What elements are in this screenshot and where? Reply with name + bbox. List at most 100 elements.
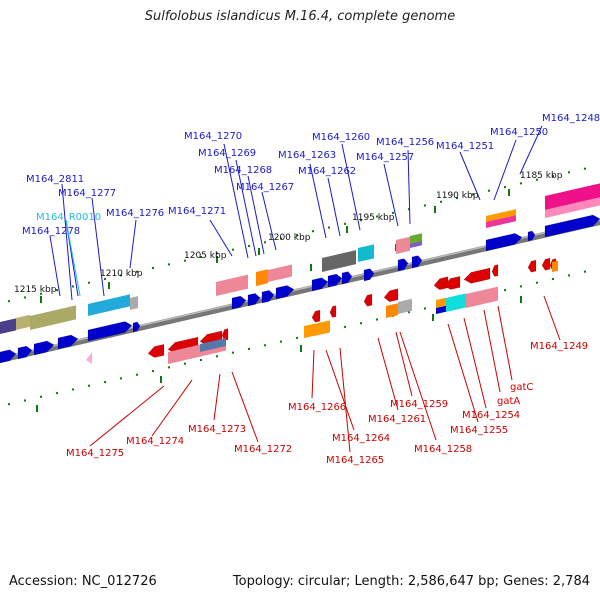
leader-line xyxy=(151,379,193,437)
scale-dot xyxy=(168,263,170,266)
scale-dot xyxy=(120,377,122,380)
gene-label: M164_1273 xyxy=(188,424,246,435)
scale-tick xyxy=(36,405,38,412)
gene-label: M164_1264 xyxy=(332,433,390,444)
scale-dot xyxy=(344,325,346,328)
scale-dot xyxy=(520,285,522,288)
scale-dot xyxy=(504,186,506,189)
leader-line xyxy=(519,125,543,175)
scale-dot xyxy=(72,388,74,391)
scale-dot xyxy=(424,307,426,310)
scale-dot xyxy=(264,241,266,244)
scale-dot xyxy=(8,403,10,406)
scale-dot xyxy=(280,237,282,240)
scale-dot xyxy=(232,351,234,354)
leader-line xyxy=(89,385,165,447)
cog-band xyxy=(16,314,30,330)
scale-dot xyxy=(72,285,74,288)
cog-band xyxy=(358,244,374,262)
scale-dot xyxy=(232,248,234,251)
gene-label: M164_1262 xyxy=(298,166,356,177)
reverse-gene-arrow xyxy=(221,328,229,341)
cog-band xyxy=(314,320,330,336)
reverse-gene-arrow xyxy=(541,257,551,271)
forward-gene-arrow xyxy=(132,321,141,333)
scale-dot xyxy=(40,395,42,398)
scale-dot xyxy=(120,274,122,277)
reverse-gene-arrow xyxy=(527,259,537,273)
gene-label: gatA xyxy=(497,396,520,407)
gene-features xyxy=(0,183,600,364)
gene-label: M164_1270 xyxy=(184,131,242,142)
cog-band xyxy=(200,338,226,352)
cog-band xyxy=(268,264,292,282)
reverse-gene-arrow xyxy=(147,344,165,358)
scale-dot xyxy=(216,252,218,255)
scale-dot xyxy=(360,219,362,222)
cog-band xyxy=(545,183,600,210)
cog-band xyxy=(256,269,268,286)
gene-label: M164_1254 xyxy=(462,410,520,421)
cog-band xyxy=(88,294,130,316)
scale-dot xyxy=(552,278,554,281)
leader-line xyxy=(339,347,351,453)
cog-band xyxy=(386,303,398,318)
leader-line xyxy=(311,349,315,399)
cog-band xyxy=(486,215,516,228)
forward-gene-arrow xyxy=(57,334,79,350)
gene-labels: M164_2811 M164_1277 M164_R0010 M164_1278 M16… xyxy=(22,113,600,466)
forward-gene-arrow xyxy=(341,271,353,285)
scale-dot xyxy=(424,204,426,207)
scale-tick xyxy=(520,296,522,303)
leader-line xyxy=(129,219,137,269)
reverse-gene-arrow xyxy=(383,288,399,302)
leader-line xyxy=(91,197,105,297)
leader-line xyxy=(395,331,413,397)
forward-gene-arrow xyxy=(247,293,261,307)
scale-tick xyxy=(216,256,218,263)
reverse-gene-arrow xyxy=(329,305,337,318)
scale-dot xyxy=(104,381,106,384)
label-leader-lines xyxy=(49,125,561,453)
cog-band xyxy=(466,286,498,308)
scale-dot xyxy=(184,362,186,365)
cog-band xyxy=(304,323,314,338)
forward-gene-arrow xyxy=(411,255,423,269)
scale-dot xyxy=(264,344,266,347)
leader-line xyxy=(493,139,517,201)
scale-dot xyxy=(504,289,506,292)
scale-dot xyxy=(200,256,202,258)
gene-label: M164_1272 xyxy=(234,444,292,455)
scale-dot xyxy=(56,289,58,292)
leader-line xyxy=(209,219,233,257)
cog-band xyxy=(0,318,16,334)
gene-label: M164_1274 xyxy=(126,436,184,447)
leader-line xyxy=(247,175,265,255)
tick-marks xyxy=(8,167,586,412)
gene-label: M164_1267 xyxy=(236,182,294,193)
scale-tick xyxy=(432,314,434,321)
scale-dot xyxy=(568,274,570,277)
scale-tick xyxy=(258,248,260,255)
cog-band xyxy=(216,274,248,296)
gene-label: M164_2811 xyxy=(26,174,84,185)
scale-dot xyxy=(248,347,250,350)
leader-line xyxy=(235,159,257,257)
forward-gene-arrow xyxy=(363,268,375,282)
leader-line xyxy=(49,235,61,297)
scale-label: 1195 kbp xyxy=(352,213,395,223)
gene-label: M164_1257 xyxy=(356,152,414,163)
scale-dot xyxy=(328,226,330,229)
leader-line xyxy=(463,317,487,409)
map-title: Sulfolobus islandicus M.16.4, complete g… xyxy=(144,9,456,24)
forward-gene-arrow xyxy=(0,349,17,364)
scale-dot xyxy=(24,399,26,402)
scale-dot xyxy=(312,230,314,233)
scale-label: 1210 kbp xyxy=(100,269,143,279)
scale-dot xyxy=(520,182,522,185)
scale-label: 1205 kbp xyxy=(184,251,227,261)
leader-line xyxy=(223,143,249,259)
leader-line xyxy=(399,331,437,441)
scale-tick xyxy=(310,264,312,271)
gene-label: M164_1263 xyxy=(278,150,336,161)
